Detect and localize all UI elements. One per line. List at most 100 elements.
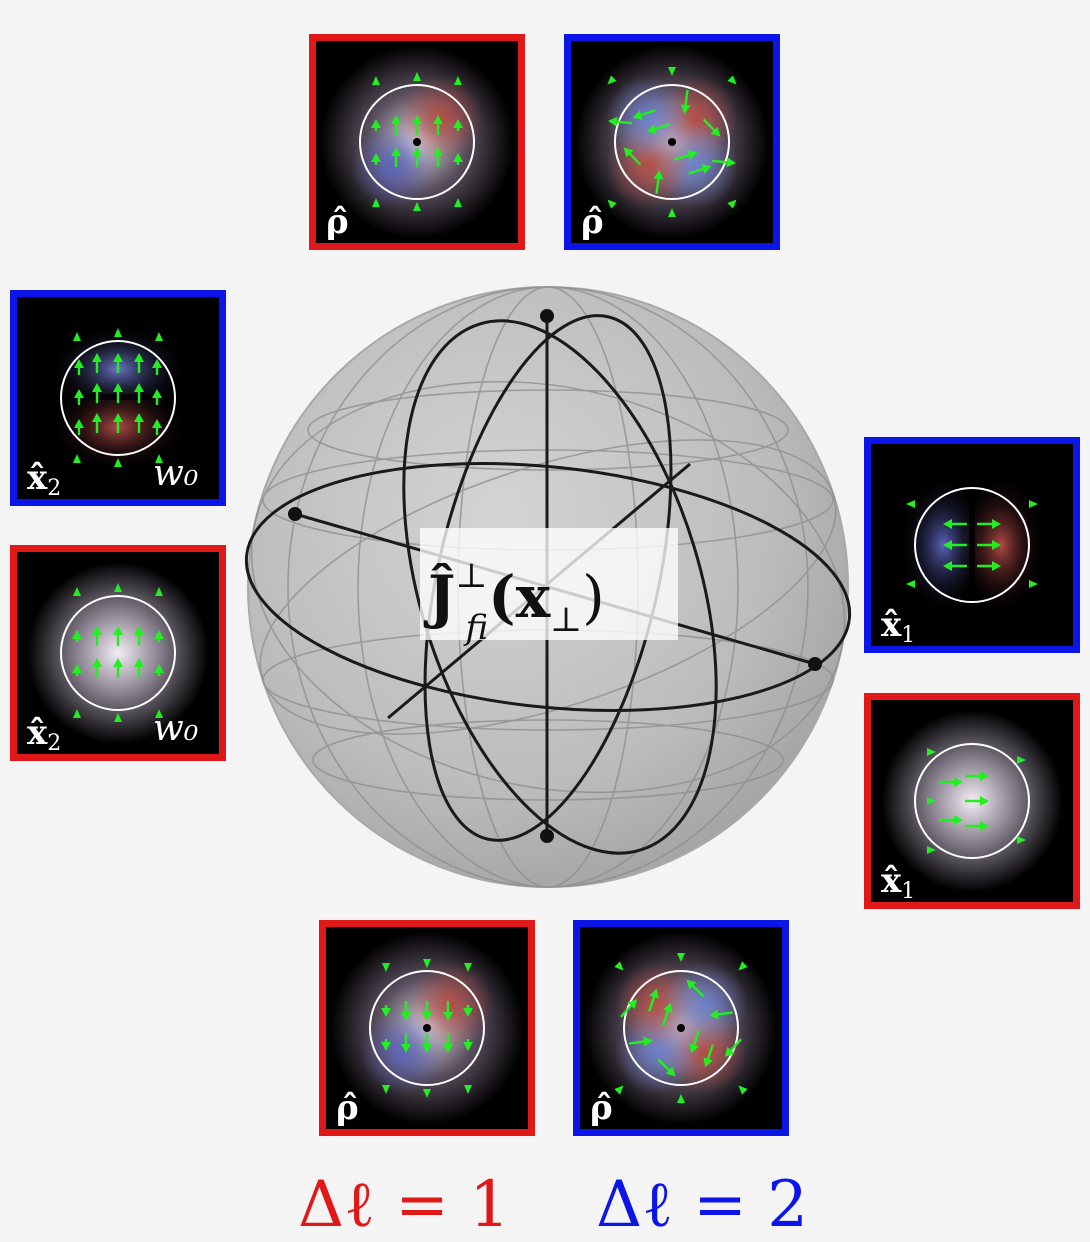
field-arrowhead bbox=[906, 580, 915, 588]
field-arrow bbox=[381, 1039, 391, 1051]
field-arrow bbox=[443, 1001, 453, 1021]
field-arrowhead bbox=[1017, 836, 1026, 844]
center-label: Ĵ⊥ fi(x⊥) bbox=[423, 556, 605, 648]
field-arrowhead bbox=[927, 797, 936, 805]
field-arrow bbox=[709, 1009, 734, 1020]
field-plot: ρ̂ bbox=[580, 927, 782, 1129]
field-arrowhead bbox=[727, 199, 737, 209]
field-arrowhead bbox=[614, 1085, 624, 1095]
beam-waist-circle bbox=[369, 970, 485, 1086]
field-arrow bbox=[74, 359, 84, 375]
field-arrow bbox=[453, 153, 463, 165]
field-arrow bbox=[134, 658, 144, 678]
field-arrowhead bbox=[668, 67, 676, 76]
field-arrowhead bbox=[423, 1089, 431, 1098]
field-arrowhead bbox=[607, 75, 617, 85]
field-plot: x̂2 w₀ bbox=[17, 552, 219, 754]
field-arrow bbox=[92, 626, 102, 646]
field-plot: ρ̂ bbox=[316, 41, 518, 243]
field-arrow bbox=[134, 383, 144, 403]
field-arrowhead bbox=[906, 500, 915, 508]
field-plot: ρ̂ bbox=[571, 41, 773, 243]
field-arrow bbox=[463, 1039, 473, 1051]
field-arrow bbox=[381, 1005, 391, 1017]
panel-label: ρ̂ bbox=[326, 202, 349, 242]
field-arrow bbox=[92, 383, 102, 403]
field-arrow bbox=[632, 109, 656, 120]
field-arrowhead bbox=[464, 1085, 472, 1094]
panel-label: x̂2 bbox=[27, 458, 61, 499]
field-arrow bbox=[113, 658, 123, 678]
field-arrow bbox=[92, 413, 102, 433]
field-arrowhead bbox=[155, 454, 163, 463]
field-arrow bbox=[422, 1001, 432, 1021]
field-arrow bbox=[92, 658, 102, 678]
field-arrows bbox=[381, 959, 473, 1098]
field-arrowhead bbox=[1029, 580, 1038, 588]
field-arrow bbox=[939, 777, 963, 787]
field-arrow bbox=[443, 1033, 453, 1053]
beam-waist-circle bbox=[623, 970, 739, 1086]
center-label-box bbox=[420, 528, 678, 640]
field-arrow bbox=[74, 419, 84, 435]
field-arrow bbox=[702, 118, 721, 137]
field-arrow bbox=[74, 389, 84, 405]
field-arrow bbox=[422, 1033, 432, 1053]
field-arrowhead bbox=[677, 1094, 685, 1103]
field-arrow bbox=[92, 353, 102, 373]
field-arrow bbox=[134, 626, 144, 646]
field-arrow bbox=[657, 1058, 676, 1077]
field-arrow bbox=[401, 1033, 411, 1053]
field-arrow bbox=[412, 115, 422, 135]
field-arrow bbox=[623, 147, 642, 166]
beam-waist-circle bbox=[359, 84, 475, 200]
field-arrowhead bbox=[372, 76, 380, 85]
field-arrow bbox=[703, 1044, 714, 1068]
field-arrow bbox=[72, 664, 82, 676]
field-arrow bbox=[680, 89, 691, 114]
panel-bottom-red: ρ̂ bbox=[319, 920, 535, 1136]
field-arrowhead bbox=[155, 709, 163, 718]
beam-waist-circle bbox=[614, 84, 730, 200]
field-arrow bbox=[371, 119, 381, 131]
field-arrow bbox=[965, 796, 989, 806]
panel-label: x̂1 bbox=[881, 605, 915, 646]
field-arrowhead bbox=[73, 332, 81, 341]
field-arrow bbox=[628, 1036, 653, 1047]
field-arrow bbox=[674, 150, 698, 161]
field-arrow bbox=[401, 1001, 411, 1021]
field-arrowhead bbox=[668, 208, 676, 217]
field-arrow bbox=[433, 115, 443, 135]
field-arrow bbox=[113, 383, 123, 403]
field-arrow bbox=[433, 147, 443, 167]
caption-delta-l-2: Δℓ = 2 bbox=[596, 1168, 808, 1242]
field-arrowhead bbox=[114, 713, 122, 722]
field-arrowhead bbox=[738, 961, 748, 971]
field-arrows bbox=[607, 67, 737, 217]
field-arrowhead bbox=[382, 963, 390, 972]
field-arrowhead bbox=[1029, 500, 1038, 508]
field-arrowhead bbox=[372, 198, 380, 207]
field-arrowhead bbox=[73, 454, 81, 463]
field-arrow bbox=[646, 123, 670, 134]
panel-label: x̂2 bbox=[27, 713, 61, 754]
field-arrow bbox=[608, 116, 633, 127]
field-arrow bbox=[113, 353, 123, 373]
field-arrows bbox=[927, 748, 1026, 854]
field-arrow bbox=[463, 1005, 473, 1017]
field-arrowhead bbox=[677, 953, 685, 962]
field-arrowhead bbox=[382, 1085, 390, 1094]
field-arrowhead bbox=[454, 76, 462, 85]
field-arrow bbox=[943, 519, 967, 529]
field-arrowhead bbox=[607, 199, 617, 209]
field-arrowhead bbox=[1017, 756, 1026, 764]
field-arrow bbox=[412, 147, 422, 167]
field-arrow bbox=[620, 999, 638, 1018]
waist-label: w₀ bbox=[153, 708, 198, 749]
panel-bottom-blue: ρ̂ bbox=[573, 920, 789, 1136]
beam-waist-circle bbox=[60, 595, 176, 711]
field-arrowhead bbox=[738, 1085, 748, 1095]
field-arrow bbox=[113, 413, 123, 433]
field-arrow bbox=[711, 157, 736, 168]
field-arrowhead bbox=[927, 748, 936, 756]
